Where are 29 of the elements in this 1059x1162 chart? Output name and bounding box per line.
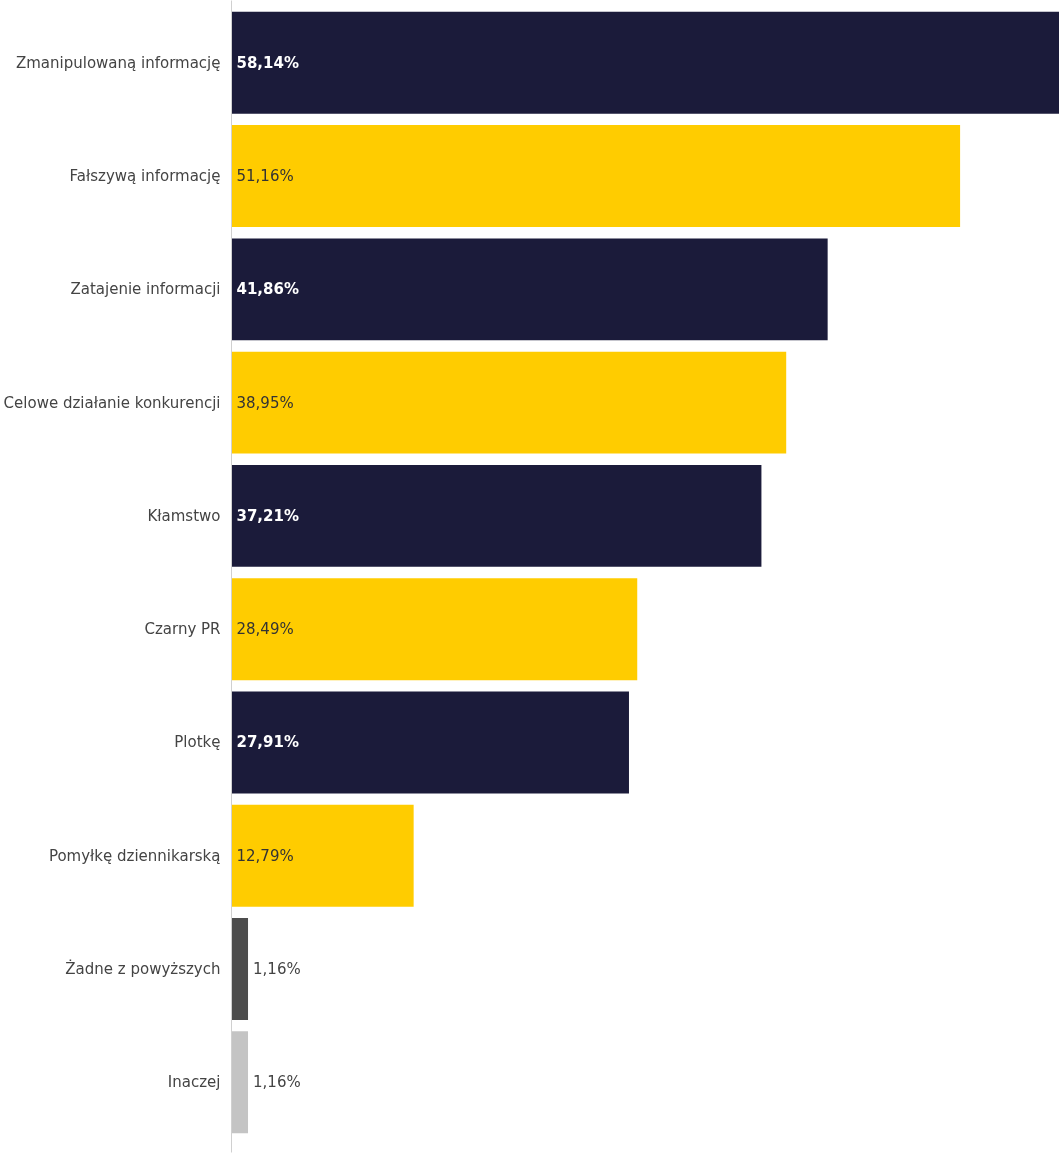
data-label: 51,16% xyxy=(236,167,294,186)
data-label: 38,95% xyxy=(236,393,294,412)
y-tick-label: Czarny PR xyxy=(144,620,221,639)
y-tick-label: Kłamstwo xyxy=(147,506,221,525)
data-label: 37,21% xyxy=(236,506,299,525)
bar xyxy=(231,351,787,454)
bar xyxy=(231,918,249,1020)
data-label: 12,79% xyxy=(236,846,294,865)
y-tick-label: Fałszywą informację xyxy=(69,167,221,186)
y-tick-label: Plotkę xyxy=(174,733,221,752)
bar xyxy=(231,804,414,907)
data-label: 58,14% xyxy=(236,53,299,72)
y-tick-label: Zmanipulowaną informację xyxy=(15,53,221,72)
y-tick-label: Zatajenie informacji xyxy=(70,280,221,299)
bar xyxy=(231,238,828,341)
data-label: 41,86% xyxy=(236,280,299,299)
y-tick-label: Inaczej xyxy=(167,1073,221,1092)
data-label: 1,16% xyxy=(253,1073,301,1092)
bar xyxy=(231,11,1059,114)
data-label: 27,91% xyxy=(236,733,299,752)
y-tick-label: Celowe działanie konkurencji xyxy=(3,393,221,412)
bar xyxy=(231,464,762,567)
bar xyxy=(231,578,638,681)
bar xyxy=(231,125,961,228)
y-tick-label: Żadne z powyższych xyxy=(65,959,221,978)
data-label: 28,49% xyxy=(236,620,294,639)
bar xyxy=(231,691,629,794)
data-label: 1,16% xyxy=(253,960,301,978)
y-tick-label: Pomyłkę dziennikarską xyxy=(48,846,221,865)
